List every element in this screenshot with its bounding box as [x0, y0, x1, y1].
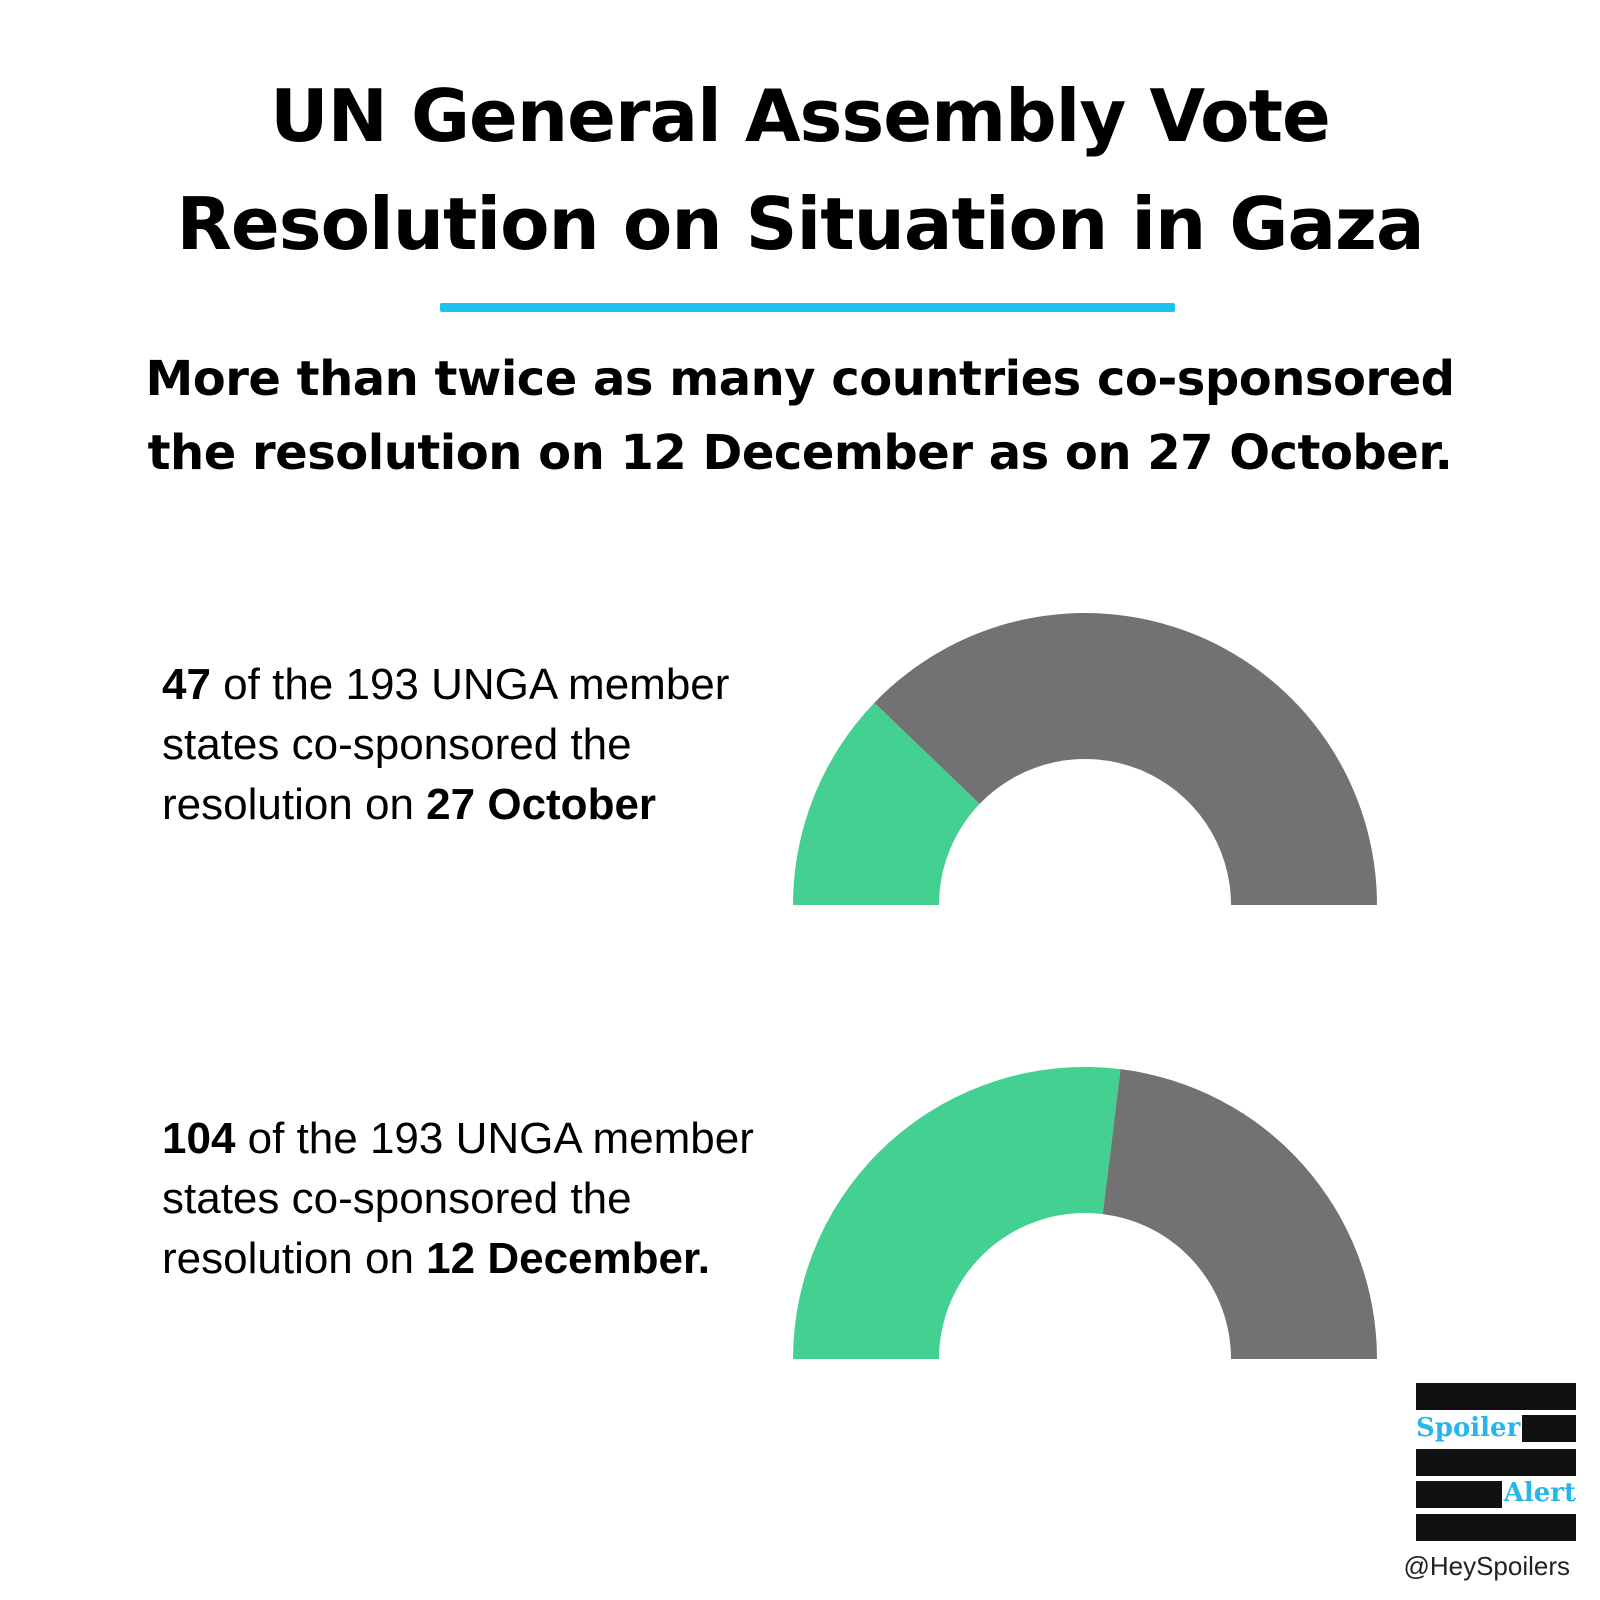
logo-word-spoiler: Spoiler: [1414, 1413, 1523, 1443]
logo-bar: [1416, 1383, 1576, 1410]
logo-word-alert: Alert: [1501, 1478, 1578, 1508]
october-count: 47: [162, 660, 211, 709]
title-line-1: UN General Assembly Vote: [270, 74, 1331, 158]
december-count: 104: [162, 1114, 236, 1163]
december-gauge-chart: [793, 1067, 1377, 1359]
october-gauge-chart: [793, 613, 1377, 905]
social-handle: @HeySpoilers: [1403, 1551, 1570, 1581]
december-remaining-segment: [1102, 1069, 1377, 1359]
logo-bar: [1416, 1514, 1576, 1541]
subtitle: More than twice as many countries co-spo…: [0, 342, 1600, 490]
december-description: 104 of the 193 UNGA member states co-spo…: [162, 1109, 762, 1289]
october-description: 47 of the 193 UNGA member states co-spon…: [162, 655, 762, 835]
logo-bar: [1416, 1449, 1576, 1476]
subtitle-line-2: the resolution on 12 December as on 27 O…: [147, 425, 1453, 481]
october-remaining-segment: [874, 613, 1377, 905]
december-description-text: of the 193 UNGA member states co-sponsor…: [162, 1114, 754, 1283]
october-date: 27 October: [426, 780, 657, 829]
spoiler-alert-logo: Spoiler Alert: [1414, 1383, 1578, 1541]
october-description-text: of the 193 UNGA member states co-sponsor…: [162, 660, 730, 829]
october-sponsored-segment: [793, 702, 980, 905]
title-divider: [440, 303, 1175, 312]
page-title: UN General Assembly Vote Resolution on S…: [0, 62, 1600, 278]
december-date: 12 December.: [426, 1234, 710, 1283]
subtitle-line-1: More than twice as many countries co-spo…: [145, 351, 1455, 407]
title-line-2: Resolution on Situation in Gaza: [176, 182, 1424, 266]
december-sponsored-segment: [793, 1067, 1121, 1359]
